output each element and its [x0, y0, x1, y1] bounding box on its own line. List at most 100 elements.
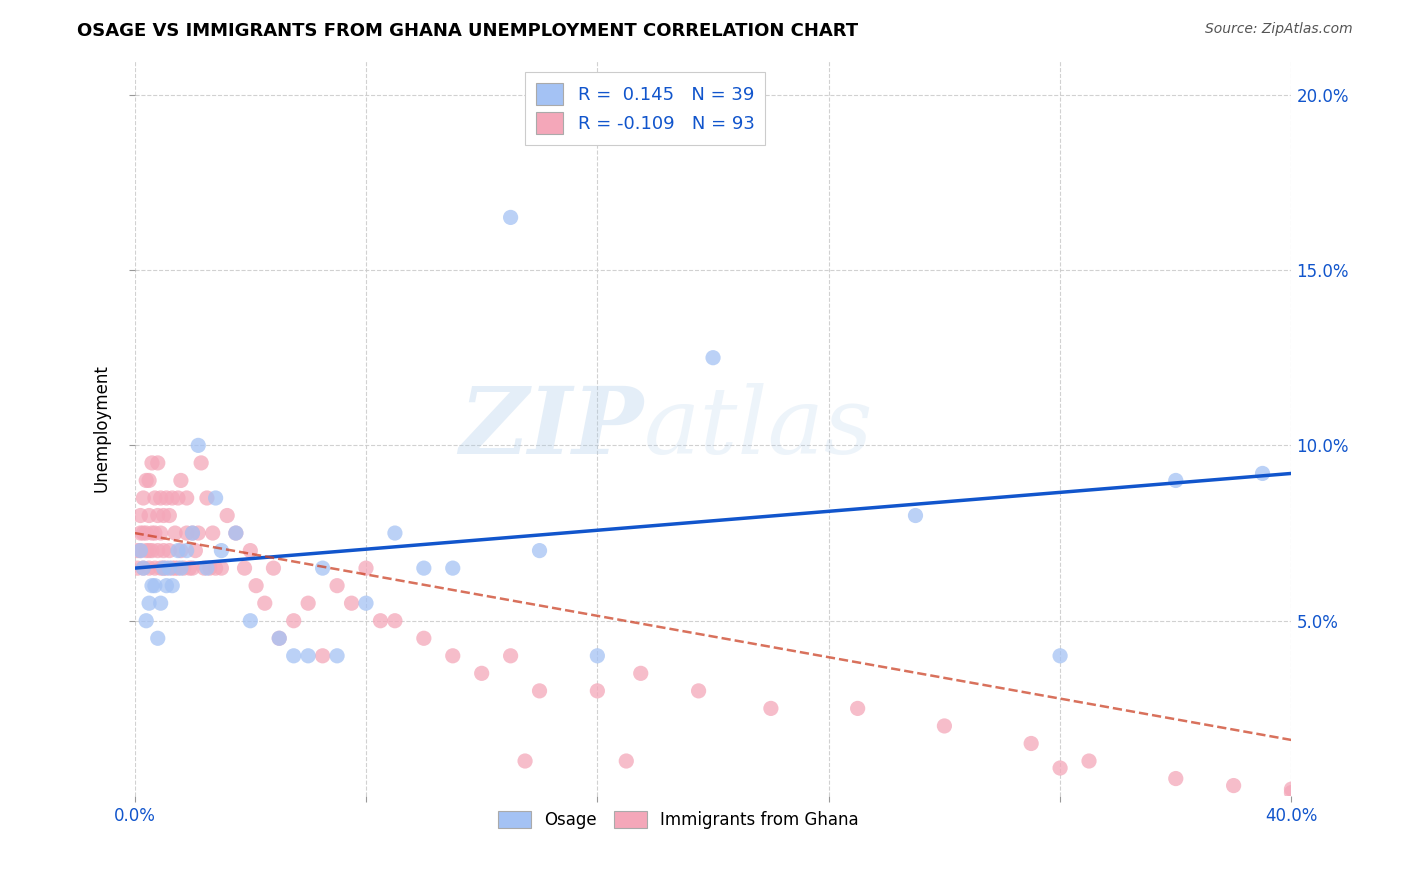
Point	[1078, 754, 1101, 768]
Point	[441, 648, 464, 663]
Point	[209, 561, 232, 575]
Point	[132, 561, 155, 575]
Point	[759, 701, 782, 715]
Point	[529, 684, 551, 698]
Point	[702, 351, 724, 365]
Point	[412, 632, 434, 646]
Point	[152, 561, 174, 575]
Point	[138, 543, 160, 558]
Point	[157, 508, 180, 523]
Point	[127, 543, 149, 558]
Point	[311, 648, 333, 663]
Point	[135, 526, 157, 541]
Point	[149, 561, 172, 575]
Point	[160, 561, 183, 575]
Point	[138, 474, 160, 488]
Point	[173, 561, 195, 575]
Point	[146, 543, 169, 558]
Point	[326, 648, 349, 663]
Point	[152, 543, 174, 558]
Point	[129, 543, 152, 558]
Point	[152, 508, 174, 523]
Point	[586, 684, 609, 698]
Text: Source: ZipAtlas.com: Source: ZipAtlas.com	[1205, 22, 1353, 37]
Point	[354, 561, 377, 575]
Text: ZIP: ZIP	[460, 383, 644, 473]
Point	[499, 648, 522, 663]
Point	[132, 526, 155, 541]
Point	[209, 543, 232, 558]
Point	[146, 508, 169, 523]
Legend: Osage, Immigrants from Ghana: Osage, Immigrants from Ghana	[491, 804, 866, 836]
Point	[155, 491, 177, 505]
Text: atlas: atlas	[644, 383, 873, 473]
Point	[135, 474, 157, 488]
Point	[384, 526, 406, 541]
Point	[135, 543, 157, 558]
Point	[129, 543, 152, 558]
Point	[204, 491, 226, 505]
Point	[190, 456, 212, 470]
Point	[143, 561, 166, 575]
Point	[167, 543, 190, 558]
Point	[1281, 786, 1303, 800]
Point	[141, 579, 163, 593]
Y-axis label: Unemployment: Unemployment	[93, 364, 110, 491]
Point	[195, 491, 218, 505]
Point	[167, 491, 190, 505]
Point	[1281, 782, 1303, 797]
Point	[297, 596, 319, 610]
Point	[155, 579, 177, 593]
Point	[499, 211, 522, 225]
Point	[370, 614, 392, 628]
Point	[471, 666, 494, 681]
Point	[176, 526, 198, 541]
Point	[176, 543, 198, 558]
Point	[127, 561, 149, 575]
Point	[225, 526, 247, 541]
Point	[132, 561, 155, 575]
Point	[141, 456, 163, 470]
Point	[340, 596, 363, 610]
Point	[160, 579, 183, 593]
Point	[262, 561, 284, 575]
Point	[1019, 737, 1042, 751]
Point	[129, 526, 152, 541]
Point	[176, 491, 198, 505]
Point	[132, 491, 155, 505]
Point	[239, 543, 262, 558]
Point	[198, 561, 221, 575]
Point	[165, 526, 187, 541]
Point	[160, 491, 183, 505]
Point	[1049, 648, 1071, 663]
Text: OSAGE VS IMMIGRANTS FROM GHANA UNEMPLOYMENT CORRELATION CHART: OSAGE VS IMMIGRANTS FROM GHANA UNEMPLOYM…	[77, 22, 859, 40]
Point	[1222, 779, 1244, 793]
Point	[233, 561, 256, 575]
Point	[529, 543, 551, 558]
Point	[187, 438, 209, 452]
Point	[354, 596, 377, 610]
Point	[181, 526, 204, 541]
Point	[138, 596, 160, 610]
Point	[412, 561, 434, 575]
Point	[157, 561, 180, 575]
Point	[614, 754, 637, 768]
Point	[184, 543, 207, 558]
Point	[311, 561, 333, 575]
Point	[170, 474, 193, 488]
Point	[384, 614, 406, 628]
Point	[141, 526, 163, 541]
Point	[904, 508, 927, 523]
Point	[513, 754, 536, 768]
Point	[1164, 474, 1187, 488]
Point	[129, 508, 152, 523]
Point	[934, 719, 956, 733]
Point	[143, 526, 166, 541]
Point	[149, 491, 172, 505]
Point	[155, 561, 177, 575]
Point	[225, 526, 247, 541]
Point	[1049, 761, 1071, 775]
Point	[204, 561, 226, 575]
Point	[846, 701, 869, 715]
Point	[143, 491, 166, 505]
